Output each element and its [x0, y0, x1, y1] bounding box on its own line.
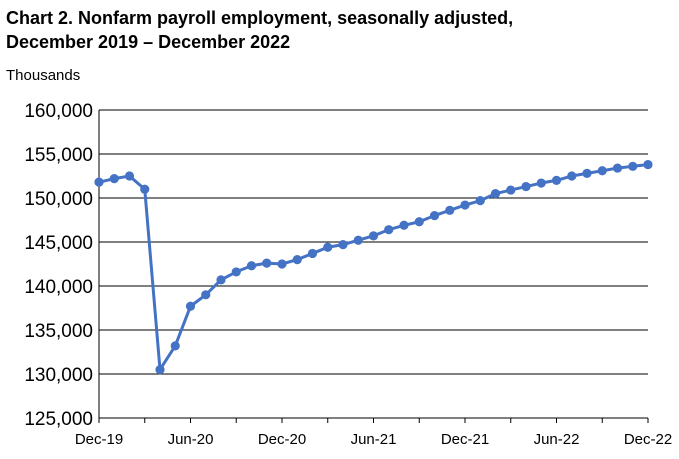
data-point	[246, 261, 257, 271]
data-point	[231, 267, 241, 277]
x-tick-label: Dec-20	[258, 431, 306, 448]
data-point	[612, 163, 623, 173]
data-point	[475, 196, 485, 206]
data-point	[185, 301, 196, 311]
data-point	[307, 248, 318, 259]
x-tick-label: Dec-22	[624, 431, 672, 448]
data-point	[216, 275, 226, 285]
data-point	[338, 240, 348, 250]
data-point	[582, 168, 592, 178]
y-tick-label: 130,000	[24, 365, 93, 386]
y-tick-label: 135,000	[24, 321, 93, 342]
data-point	[124, 171, 135, 181]
x-tick-label: Dec-21	[441, 431, 489, 448]
x-tick-label: Jun-22	[534, 431, 580, 448]
y-tick-label: 160,000	[24, 101, 93, 122]
data-point	[429, 211, 440, 221]
data-point	[140, 184, 150, 194]
chart-title-line-1: Chart 2. Nonfarm payroll employment, sea…	[6, 8, 514, 28]
data-point	[399, 220, 409, 230]
y-tick-label: 140,000	[24, 277, 93, 298]
data-point	[262, 258, 272, 268]
data-point	[323, 242, 333, 252]
data-point	[628, 161, 638, 171]
data-point	[521, 181, 531, 192]
y-tick-label: 155,000	[24, 145, 93, 166]
data-point	[551, 175, 562, 185]
data-point	[94, 177, 104, 187]
series-line	[98, 163, 649, 372]
data-point	[368, 231, 379, 241]
data-point	[597, 166, 607, 176]
data-point	[384, 225, 394, 235]
x-tick-label: Jun-21	[351, 431, 397, 448]
chart-title-line-2: December 2019 – December 2022	[6, 32, 291, 52]
data-point	[490, 189, 501, 199]
data-point	[155, 365, 165, 375]
y-tick-label: 125,000	[24, 409, 93, 430]
x-tick-label: Dec-19	[75, 431, 123, 448]
data-point	[445, 205, 455, 215]
data-point	[109, 174, 119, 184]
data-point	[414, 217, 424, 227]
data-point	[201, 290, 211, 300]
data-point	[353, 235, 363, 245]
data-point	[460, 200, 470, 210]
y-tick-label: 150,000	[24, 189, 93, 210]
y-axis-unit-label: Thousands	[6, 67, 81, 84]
data-point	[170, 341, 180, 351]
y-tick-label: 145,000	[24, 233, 93, 254]
data-point	[536, 178, 546, 188]
data-point	[277, 259, 287, 269]
data-point	[643, 159, 653, 170]
x-tick-label: Jun-20	[168, 431, 214, 448]
data-point	[506, 185, 516, 195]
data-point	[292, 255, 302, 265]
data-point	[567, 171, 577, 181]
chart-title: Chart 2. Nonfarm payroll employment, sea…	[6, 6, 666, 54]
